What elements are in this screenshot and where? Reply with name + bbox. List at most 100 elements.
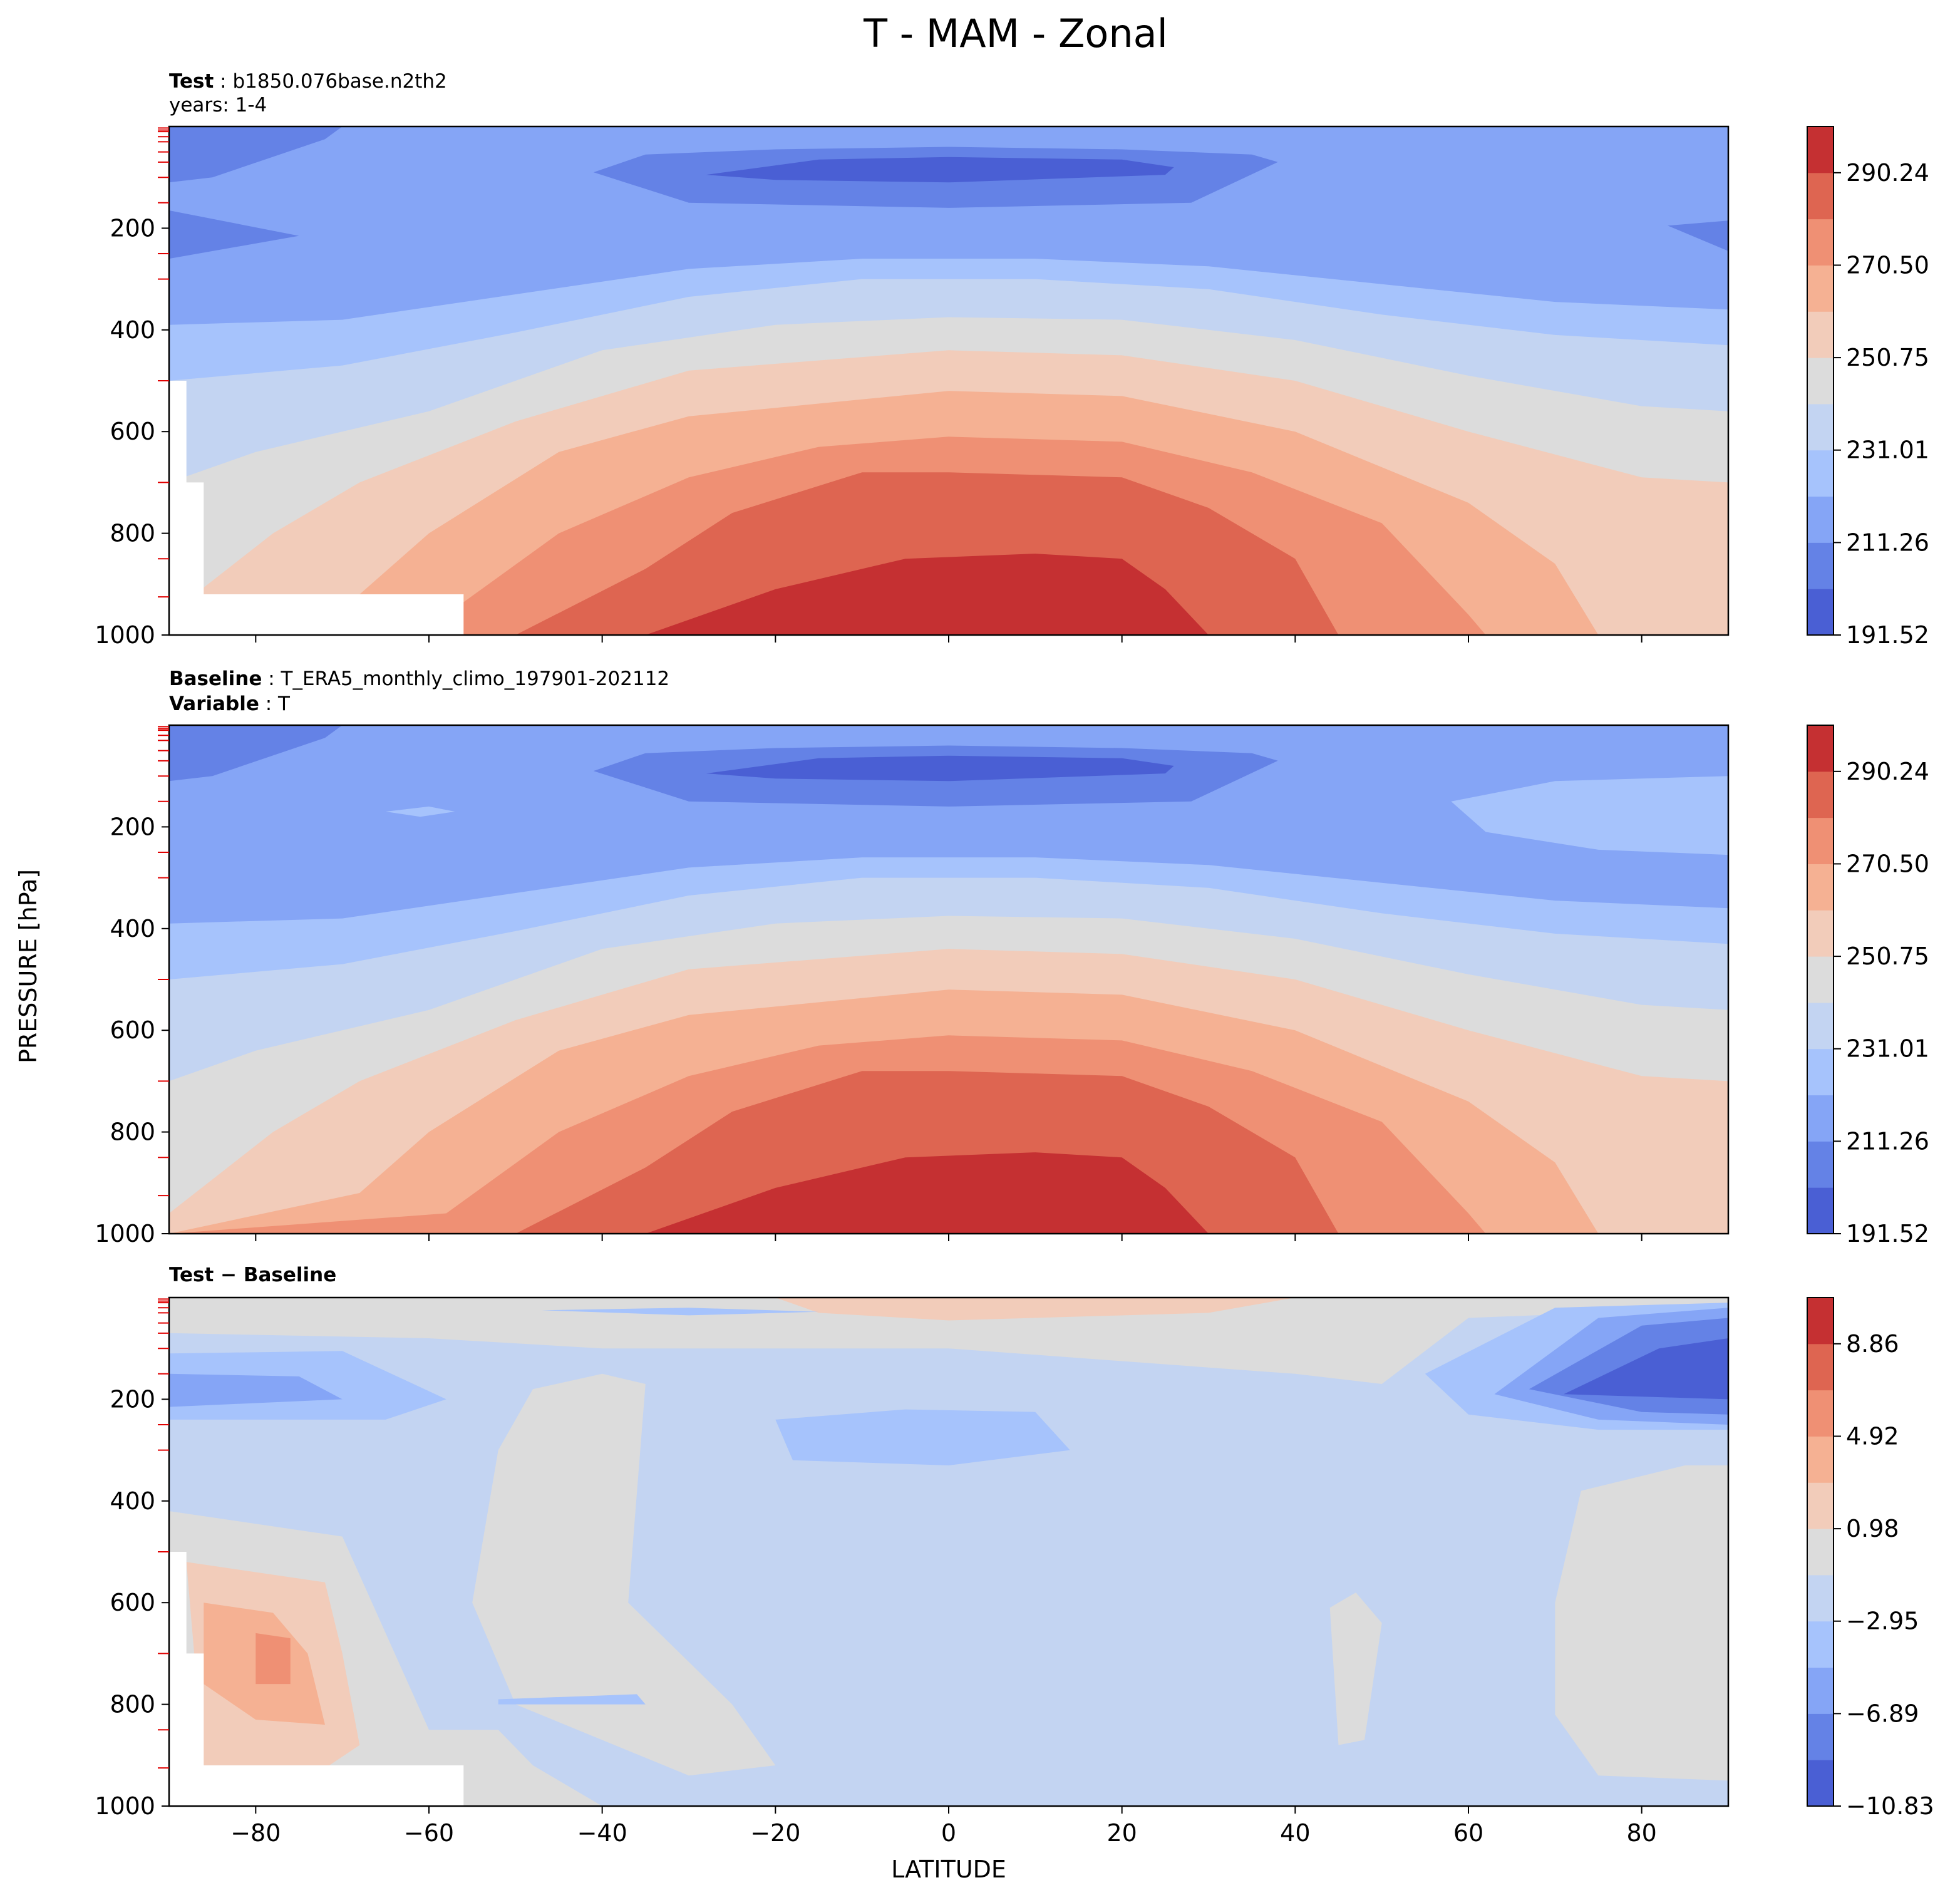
contour-level-0: [706, 755, 1174, 782]
colorbar-frame: [1807, 725, 1834, 1234]
colorbar-swatch: [1807, 1343, 1834, 1391]
contour-level-1: [1668, 220, 1728, 251]
colorbar-swatch: [1807, 725, 1834, 772]
colorbar-swatch: [1807, 1048, 1834, 1096]
y-axis-label: PRESSURE [hPa]: [14, 869, 42, 1063]
panel-test-header-1-sep: :: [214, 70, 232, 93]
colorbar-tick-label: 270.50: [1846, 251, 1929, 279]
colorbar-swatch: [1807, 817, 1834, 864]
colorbar-swatch: [1807, 1713, 1834, 1760]
contour-level-5: [1555, 1465, 1728, 1781]
y-tick-label: 200: [110, 1385, 155, 1413]
contour-level-6: [775, 1298, 1296, 1321]
contour-level-10: [169, 554, 1728, 635]
contour-level-3: [385, 806, 455, 817]
difference-contour-plot: [169, 1298, 1728, 1806]
colorbar-swatch: [1807, 1482, 1834, 1529]
y-tick-label: 400: [110, 316, 155, 344]
colorbar-tick-label: 191.52: [1846, 1220, 1929, 1247]
x-tick-label: −20: [750, 1819, 800, 1847]
x-tick-label: 20: [1106, 1819, 1137, 1847]
colorbar-swatch: [1807, 1390, 1834, 1437]
colorbar-swatch: [1807, 126, 1834, 173]
colorbar-swatch: [1807, 1436, 1834, 1483]
panel-baseline-header-1: Baseline : T_ERA5_monthly_climo_197901-2…: [169, 668, 669, 690]
colorbar-tick-label: −6.89: [1846, 1700, 1919, 1727]
panel-baseline-header-2-label: Variable: [169, 693, 259, 715]
x-tick-label: −40: [577, 1819, 627, 1847]
y-tick-label: 800: [110, 1118, 155, 1146]
colorbar-swatch: [1807, 1095, 1834, 1142]
panel-baseline-header-2-value: T: [277, 693, 291, 715]
y-tick-label: 800: [110, 520, 155, 547]
colorbar-swatch: [1807, 450, 1834, 497]
colorbar-swatch: [1807, 311, 1834, 358]
contour-level-5: [1329, 1593, 1382, 1745]
colorbar-tick-label: 270.50: [1846, 850, 1929, 877]
contour-level-3: [541, 1308, 819, 1316]
y-tick-label: 800: [110, 1691, 155, 1718]
y-tick-label: 200: [110, 214, 155, 242]
masked-region: [169, 1552, 464, 1806]
colorbar-swatch: [1807, 956, 1834, 1003]
contour-level-9: [169, 472, 1728, 635]
x-tick-label: −60: [404, 1819, 454, 1847]
x-tick-label: 60: [1453, 1819, 1483, 1847]
colorbar-swatch: [1807, 1760, 1834, 1807]
contour-level-8: [255, 1633, 291, 1685]
colorbar-tick-label: 211.26: [1846, 529, 1929, 556]
y-tick-label: 1000: [95, 1220, 155, 1247]
colorbar-swatch: [1807, 1574, 1834, 1622]
x-tick-label: 80: [1626, 1819, 1656, 1847]
colorbar-swatch: [1807, 771, 1834, 818]
y-tick-label: 1000: [95, 1792, 155, 1820]
colorbar-swatch: [1807, 1002, 1834, 1050]
contour-level-0: [706, 157, 1174, 183]
y-tick-label: 400: [110, 1487, 155, 1515]
colorbar-tick-label: 211.26: [1846, 1127, 1929, 1155]
contour-level-3: [775, 1409, 1070, 1465]
panel-baseline-header-1-label: Baseline: [169, 668, 262, 690]
colorbar-swatch: [1807, 496, 1834, 543]
panel-diff-header: Test − Baseline: [169, 1264, 336, 1286]
panel-baseline-header-1-value: T_ERA5_monthly_climo_197901-202112: [281, 668, 670, 690]
contour-level-1: [169, 126, 343, 183]
contour-level-2: [169, 1373, 343, 1407]
colorbar-tick-label: 250.75: [1846, 942, 1929, 970]
colorbar-swatch: [1807, 1141, 1834, 1188]
colorbar-swatch: [1807, 219, 1834, 266]
contour-level-5: [472, 1373, 776, 1776]
colorbar-swatch: [1807, 1529, 1834, 1576]
y-tick-label: 600: [110, 1016, 155, 1044]
colorbar-swatch: [1807, 1667, 1834, 1714]
baseline-colorbar: 290.24 270.50 250.75 231.01 211.26 191.52: [1807, 725, 1929, 1247]
masked-region: [169, 381, 464, 635]
colorbar-swatch: [1807, 1621, 1834, 1668]
contour-level-0: [1564, 1338, 1728, 1400]
colorbar-swatch: [1807, 358, 1834, 405]
x-tick-label: 40: [1280, 1819, 1310, 1847]
colorbar-tick-label: −10.83: [1846, 1792, 1934, 1820]
y-tick-label: 400: [110, 915, 155, 942]
colorbar-swatch: [1807, 864, 1834, 911]
y-tick-label: 600: [110, 1589, 155, 1616]
y-tick-label: 600: [110, 418, 155, 445]
contour-level-1: [169, 210, 299, 259]
colorbar-swatch: [1807, 589, 1834, 636]
colorbar-tick-label: −2.95: [1846, 1608, 1919, 1635]
colorbar-swatch: [1807, 172, 1834, 220]
colorbar-swatch: [1807, 265, 1834, 312]
colorbar-swatch: [1807, 1298, 1834, 1345]
colorbar-tick-label: 4.92: [1846, 1422, 1899, 1450]
colorbar-frame: [1807, 1297, 1834, 1807]
figure-title: T - MAM - Zonal: [863, 11, 1168, 56]
colorbar-tick-label: 290.24: [1846, 159, 1929, 187]
colorbar-tick-label: 191.52: [1846, 621, 1929, 649]
contour-level-5: [169, 1298, 1728, 1384]
test-contour-plot: [169, 126, 1728, 635]
panel-baseline-header-2-sep: :: [259, 693, 278, 715]
colorbar-frame: [1807, 126, 1834, 636]
contour-level-1: [169, 725, 343, 782]
panel-test-header-1: Test : b1850.076base.n2th2: [169, 70, 447, 93]
